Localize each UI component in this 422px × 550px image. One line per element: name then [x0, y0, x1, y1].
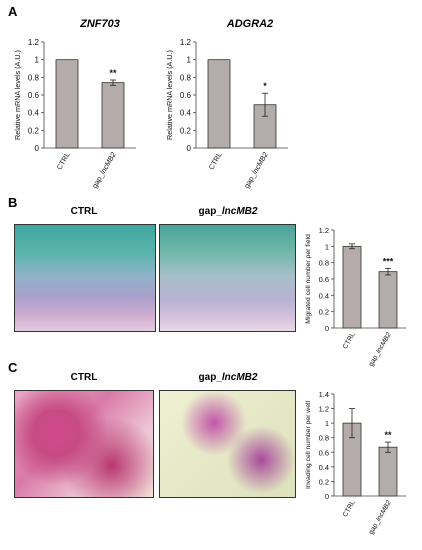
chart-a1-xtick-label-italic: lncMB2 [98, 150, 118, 175]
chart-a1-ytick-label: 1.2 [28, 38, 40, 47]
chart-c-ytick-label: 1 [325, 419, 329, 428]
chart-c-ytick-label: 1.4 [319, 390, 329, 399]
chart-c-ytick-label: 0.2 [319, 477, 329, 486]
chart-a2-ytick-label: 0 [187, 144, 192, 153]
chart-a2-xtick-label: CTRL [207, 151, 224, 172]
chart-b-ytick-label: 0.8 [319, 259, 329, 268]
chart-b-ylabel: Migrated cell number per field [305, 234, 312, 324]
image-title-gap-c: gap_lncMB2 [158, 372, 298, 383]
chart-b-bar [342, 245, 362, 329]
invasion-image-gap [159, 390, 296, 498]
chart-b-xtick-label-italic: lncMB2 [375, 331, 393, 354]
chart-b-xtick-label: gap_lncMB2 [368, 331, 393, 367]
chart-b-xtick-label: CTRL [342, 331, 357, 350]
chart-a2-ytick-label: 0.6 [180, 91, 192, 100]
chart-a2-ytick-label: 1.2 [180, 38, 192, 47]
chart-c-significance: ** [384, 430, 392, 440]
chart-a1-ytick-label: 1 [35, 56, 40, 65]
chart-c-xtick-label-italic: lncMB2 [375, 499, 393, 522]
chart-c-ylabel: Invading cell number per well [305, 400, 312, 489]
image-title-ctrl-b: CTRL [70, 206, 98, 217]
chart-a1-ytick-label: 0 [35, 144, 40, 153]
chart-a1-significance: ** [109, 68, 117, 78]
chart-a1-xtick-label: gap_lncMB2 [90, 150, 118, 189]
invasion-image-ctrl [14, 390, 154, 498]
chart-a2-bar [207, 59, 231, 149]
bar-chart-znf703: 0 0.2 0.4 0.6 0.8 1 1.2 Relative mRNA levels (A… [13, 38, 136, 190]
chart-c-ytick-label: 0.8 [319, 434, 329, 443]
chart-a1-bar [101, 82, 125, 149]
image-title-gap-c-italic: lncMB2 [221, 372, 258, 383]
chart-b-bar [378, 271, 398, 329]
bar-chart-adgra2: 0 0.2 0.4 0.6 0.8 1 1.2 Relative mRNA levels (A… [165, 38, 288, 190]
image-title-gap-b-italic: lncMB2 [221, 206, 258, 217]
chart-a2-ylabel: Relative mRNA levels (A.U.) [165, 50, 174, 140]
chart-c-ytick-label: 1.2 [319, 405, 329, 414]
chart-a2-xtick-label-italic: lncMB2 [250, 150, 270, 175]
chart-a1-xtick-label: CTRL [55, 151, 72, 172]
image-title-ctrl-c: CTRL [70, 372, 98, 383]
chart-b-ytick-label: 1 [325, 242, 329, 251]
chart-b-ytick-label: 0 [325, 324, 329, 333]
chart-a2-xtick-label: gap_lncMB2 [242, 150, 270, 189]
chart-b-ytick-label: 0.2 [319, 308, 329, 317]
image-title-gap-b-prefix: gap_ [198, 206, 222, 217]
chart-a2-significance: * [263, 81, 267, 91]
chart-c-ytick-label: 0.4 [319, 463, 329, 472]
panel-label-a: A [8, 4, 18, 19]
panel-label-c: C [8, 360, 18, 375]
chart-a2-ytick-label: 0.8 [180, 73, 192, 82]
chart-b-significance: *** [383, 256, 394, 266]
image-title-gap-c-prefix: gap_ [198, 372, 222, 383]
chart-c-bar [378, 446, 398, 497]
chart-title-adgra2: ADGRA2 [226, 18, 274, 30]
chart-c-ytick-label: 0.6 [319, 448, 329, 457]
chart-b-ytick-label: 0.4 [319, 291, 329, 300]
chart-a2-ytick-label: 1 [187, 56, 192, 65]
chart-a1-ytick-label: 0.2 [28, 126, 40, 135]
image-title-gap-b: gap_lncMB2 [158, 206, 298, 217]
chart-a1-ytick-label: 0.4 [28, 109, 40, 118]
chart-a1-ylabel: Relative mRNA levels (A.U.) [13, 50, 22, 140]
chart-c-ytick-label: 0 [325, 492, 329, 501]
chart-b-ytick-label: 1.2 [319, 226, 329, 235]
chart-b-ytick-label: 0.6 [319, 275, 329, 284]
bar-chart-invasion: 0 0.2 0.4 0.6 0.8 1 1.2 1.4 Invading cell number… [305, 390, 406, 536]
chart-a2-ytick-label: 0.4 [180, 109, 192, 118]
chart-c-xtick-label: gap_lncMB2 [368, 499, 393, 535]
bar-chart-migration: 0 0.2 0.4 0.6 0.8 1 1.2 Migrated cell number pe… [305, 226, 406, 368]
chart-a2-ytick-label: 0.2 [180, 126, 192, 135]
chart-title-znf703: ZNF703 [80, 18, 120, 30]
panel-label-b: B [8, 195, 18, 210]
chart-a1-ytick-label: 0.8 [28, 73, 40, 82]
migration-image-gap [159, 224, 296, 332]
chart-a1-ytick-label: 0.6 [28, 91, 40, 100]
migration-image-ctrl [14, 224, 156, 332]
chart-c-xtick-label: CTRL [342, 499, 357, 518]
chart-a1-bar [55, 59, 79, 149]
